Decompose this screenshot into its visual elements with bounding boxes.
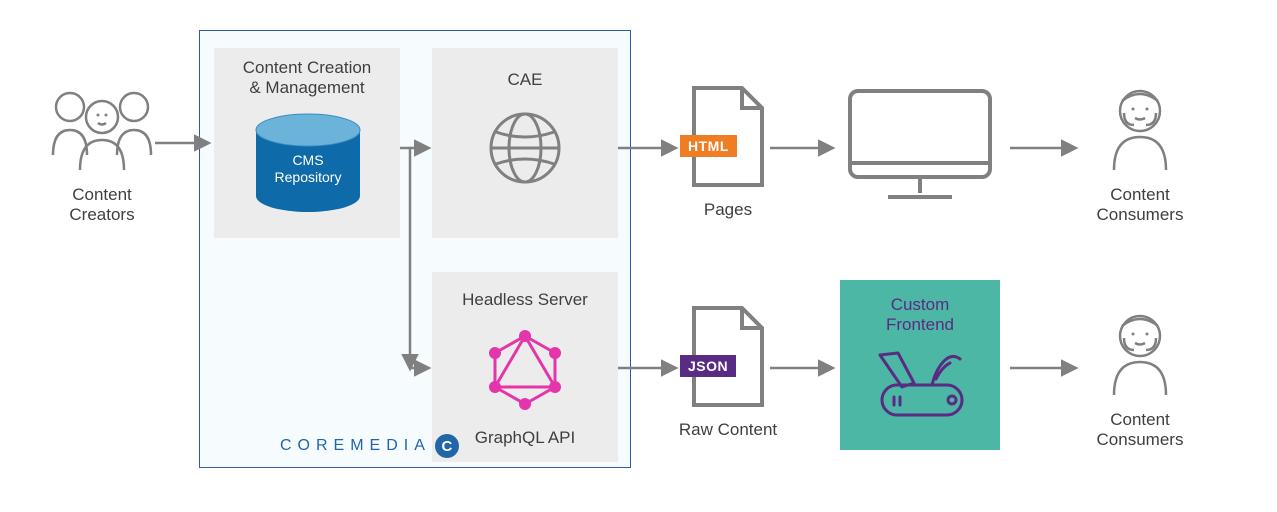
edge-cms-branch-stem <box>400 148 410 368</box>
arrows-layer <box>0 0 1277 512</box>
